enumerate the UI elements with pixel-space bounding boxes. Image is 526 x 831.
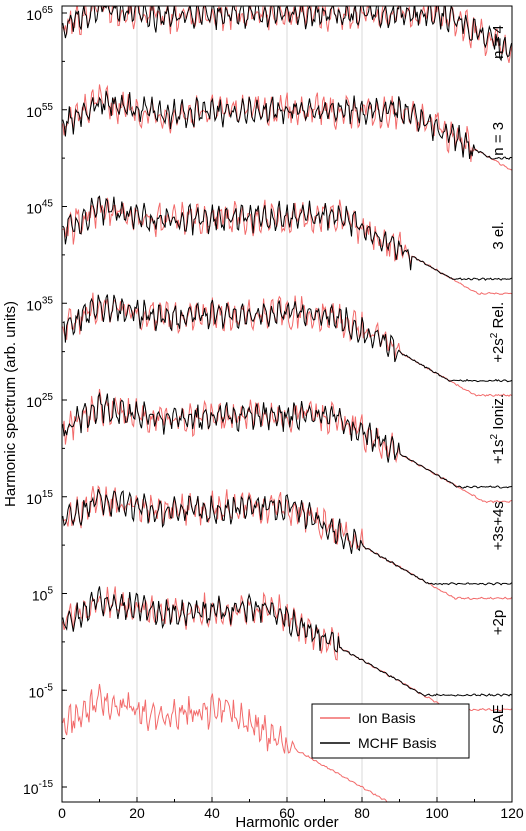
mchf-basis-line [62, 586, 512, 697]
y-tick-label: 10-5 [29, 682, 54, 700]
legend-label-ion: Ion Basis [358, 710, 416, 726]
y-tick-label: 1055 [26, 102, 53, 120]
x-tick-label: 40 [204, 805, 220, 821]
legend-box [311, 703, 470, 759]
y-tick-label: 1025 [26, 392, 53, 410]
panel-label: +3s+4s [490, 501, 507, 550]
legend: Ion Basis MCHF Basis [311, 703, 470, 759]
x-ticks: 0 20 40 60 80 100 120 [58, 797, 524, 821]
ion-basis-line [62, 84, 512, 171]
x-tick-label: 60 [279, 805, 295, 821]
ion-basis-line [62, 683, 390, 802]
y-tick-label: 10-15 [23, 779, 53, 797]
panel-label: +1s2 Ioniz. [489, 394, 507, 464]
panel-label: n = 3 [490, 122, 507, 156]
y-tick-label: 1035 [26, 295, 53, 313]
y-tick-label: 1015 [26, 489, 53, 507]
mchf-basis-line [62, 489, 512, 586]
x-tick-label: 20 [129, 805, 145, 821]
legend-label-mchf: MCHF Basis [358, 735, 437, 751]
panel-labels: n = 4 n = 3 3 el. +2s2 Rel. +1s2 Ioniz. +3s+4… [489, 25, 507, 734]
y-tick-label: 105 [32, 586, 54, 604]
y-ticks: 1065 1055 1045 1035 1025 1015 105 10-5 10-15 [23, 5, 67, 797]
grid-lines [136, 6, 438, 802]
x-tick-label: 80 [354, 805, 370, 821]
x-tick-label: 100 [425, 805, 449, 821]
mchf-basis-line [62, 195, 512, 281]
ion-basis-line [62, 484, 512, 601]
mchf-basis-line [62, 90, 512, 160]
panel-label: +2p [490, 610, 507, 635]
panel-label: +2s2 Rel. [489, 302, 507, 363]
panel-label: n = 4 [490, 25, 507, 59]
panel-label: 3 el. [490, 221, 507, 249]
y-tick-label: 1045 [26, 199, 53, 217]
panel-label: SAE [490, 704, 507, 734]
mchf-basis-line [62, 294, 512, 383]
y-axis-label: Harmonic spectrum (arb. units) [2, 301, 19, 507]
x-tick-label: 120 [500, 805, 524, 821]
ion-basis-line [62, 586, 512, 712]
ion-basis-line [62, 6, 512, 64]
x-tick-label: 0 [58, 805, 66, 821]
y-tick-label: 1065 [26, 5, 53, 23]
mchf-basis-line [62, 391, 512, 489]
x-axis-label: Harmonic order [235, 814, 338, 831]
